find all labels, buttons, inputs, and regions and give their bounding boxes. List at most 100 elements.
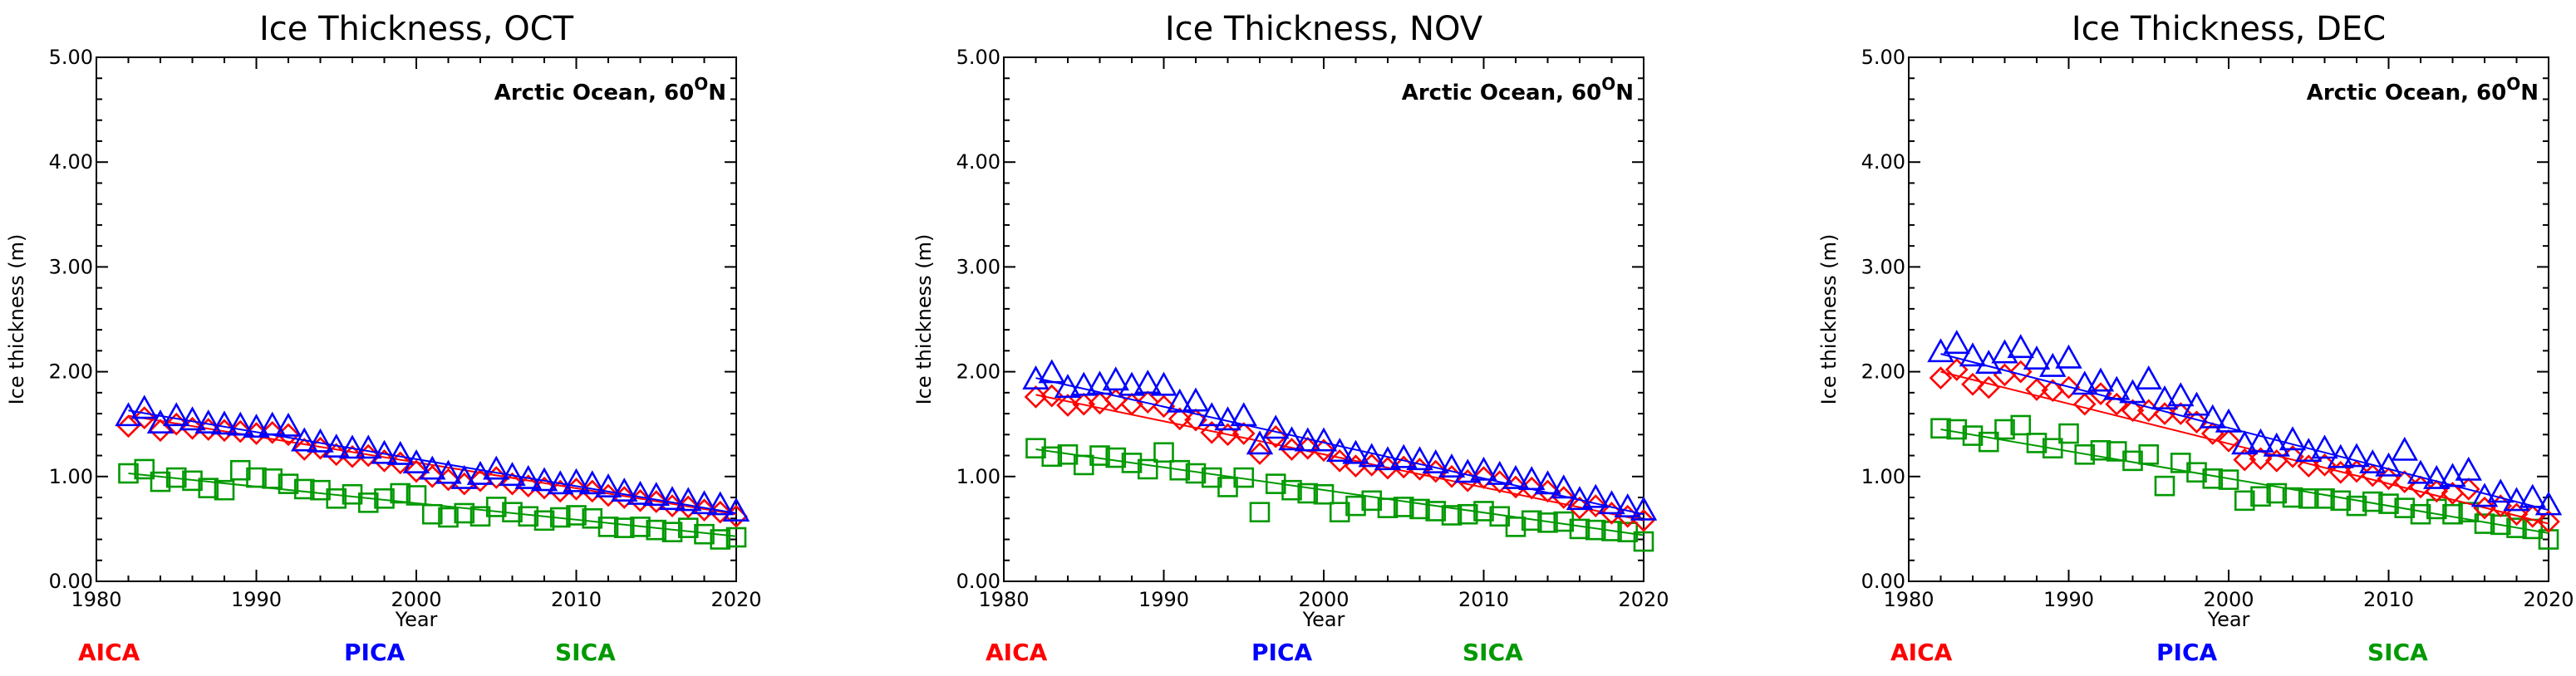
x-tick-label: 2020 — [710, 588, 761, 611]
pica-point — [2023, 345, 2051, 370]
sica-point — [502, 502, 523, 523]
aica-point — [149, 419, 172, 443]
trend-line-sica — [1940, 429, 2549, 534]
pica-point — [1086, 370, 1113, 395]
region-annotation-suffix: N — [1615, 81, 1634, 105]
x-tick-label: 2020 — [1618, 588, 1669, 611]
trend-line-pica — [1035, 377, 1644, 516]
pica-point — [2087, 367, 2115, 392]
legend-sica: SICA — [555, 639, 616, 666]
y-tick-label: 2.00 — [1861, 360, 1905, 384]
pica-point — [1358, 443, 1385, 468]
pica-point — [611, 478, 638, 502]
sica-point — [2410, 503, 2431, 525]
trend-line-sica — [1035, 448, 1644, 536]
pica-point — [2455, 456, 2482, 481]
sica-point — [390, 483, 411, 504]
aica-point — [1024, 385, 1048, 409]
pica-point — [1598, 490, 1625, 515]
pica-point — [291, 427, 318, 452]
x-tick-label: 1980 — [978, 588, 1029, 611]
pica-point — [706, 491, 734, 516]
sica-point — [1441, 505, 1463, 526]
series-pica — [115, 394, 750, 522]
pica-point — [1038, 359, 1065, 384]
y-tick-label: 4.00 — [1861, 150, 1905, 174]
sica-point — [1265, 473, 1286, 494]
pica-point — [2327, 443, 2354, 468]
x-tick-label: 1980 — [1883, 588, 1934, 611]
sica-point — [2474, 513, 2495, 534]
y-tick-label: 3.00 — [49, 255, 93, 278]
aica-point — [1216, 423, 1240, 447]
pica-point — [1630, 496, 1658, 521]
sica-point — [1041, 446, 1063, 468]
y-tick-label: 1.00 — [49, 465, 93, 488]
y-tick-label: 3.00 — [956, 255, 1000, 278]
pica-point — [210, 410, 238, 435]
sica-point — [150, 471, 171, 492]
sica-point — [725, 527, 747, 548]
pica-point — [691, 490, 718, 515]
pica-point — [2487, 478, 2515, 503]
y-tick-label: 0.00 — [49, 570, 93, 593]
sica-point — [2314, 488, 2335, 509]
sica-point — [2282, 487, 2303, 508]
pica-point — [1326, 438, 1354, 463]
aica-point — [1536, 479, 1560, 503]
pica-point — [1182, 387, 1210, 412]
series-sica — [118, 458, 747, 550]
pica-point — [2342, 443, 2371, 468]
x-tick-label: 2000 — [2203, 588, 2254, 611]
pica-point — [435, 459, 462, 484]
sica-point — [357, 492, 379, 513]
y-tick-label: 5.00 — [1861, 46, 1905, 69]
aica-point — [2520, 504, 2544, 528]
pica-point — [2406, 459, 2435, 484]
legend-aica: AICA — [986, 639, 1048, 666]
region-annotation-suffix: N — [708, 81, 726, 105]
pica-point — [578, 470, 606, 495]
series-aica — [1929, 358, 2560, 533]
sica-point — [1585, 519, 1606, 541]
pica-point — [307, 428, 334, 453]
pica-point — [419, 455, 446, 480]
aica-point — [1961, 372, 1984, 396]
series-aica — [1024, 384, 1655, 532]
sica-point — [566, 505, 587, 526]
sica-point — [2330, 490, 2352, 512]
pica-point — [1566, 486, 1594, 511]
pica-point — [130, 394, 158, 419]
pica-point — [1582, 483, 1610, 508]
pica-point — [1454, 458, 1482, 483]
legend-sica: SICA — [1463, 639, 1523, 666]
pica-point — [386, 440, 414, 465]
aica-point — [1929, 366, 1953, 390]
region-annotation-degree: O — [2506, 74, 2520, 94]
sica-point — [1994, 419, 2015, 440]
pica-point — [1390, 443, 1418, 468]
y-tick-label: 5.00 — [49, 46, 93, 69]
sica-point — [1409, 498, 1430, 520]
sica-point — [165, 467, 187, 488]
pica-point — [243, 414, 270, 438]
pica-point — [1118, 371, 1146, 396]
pica-point — [371, 439, 398, 464]
sica-point — [2378, 493, 2399, 514]
sica-point — [246, 467, 267, 488]
x-axis-label: Year — [395, 608, 438, 631]
y-axis-label: Ice thickness (m) — [1817, 234, 1841, 405]
sica-point — [262, 468, 283, 489]
sica-point — [198, 478, 219, 498]
x-axis-label: Year — [2207, 608, 2250, 631]
sica-point — [1537, 512, 1558, 533]
sica-point — [1473, 501, 1494, 522]
pica-point — [2039, 352, 2067, 377]
trend-line-aica — [1035, 394, 1644, 522]
pica-point — [2247, 428, 2274, 453]
sica-point — [2010, 414, 2032, 436]
sica-point — [1569, 518, 1590, 540]
pica-point — [1310, 427, 1338, 452]
pica-point — [2119, 379, 2146, 404]
y-axis-label: Ice thickness (m) — [5, 234, 28, 405]
